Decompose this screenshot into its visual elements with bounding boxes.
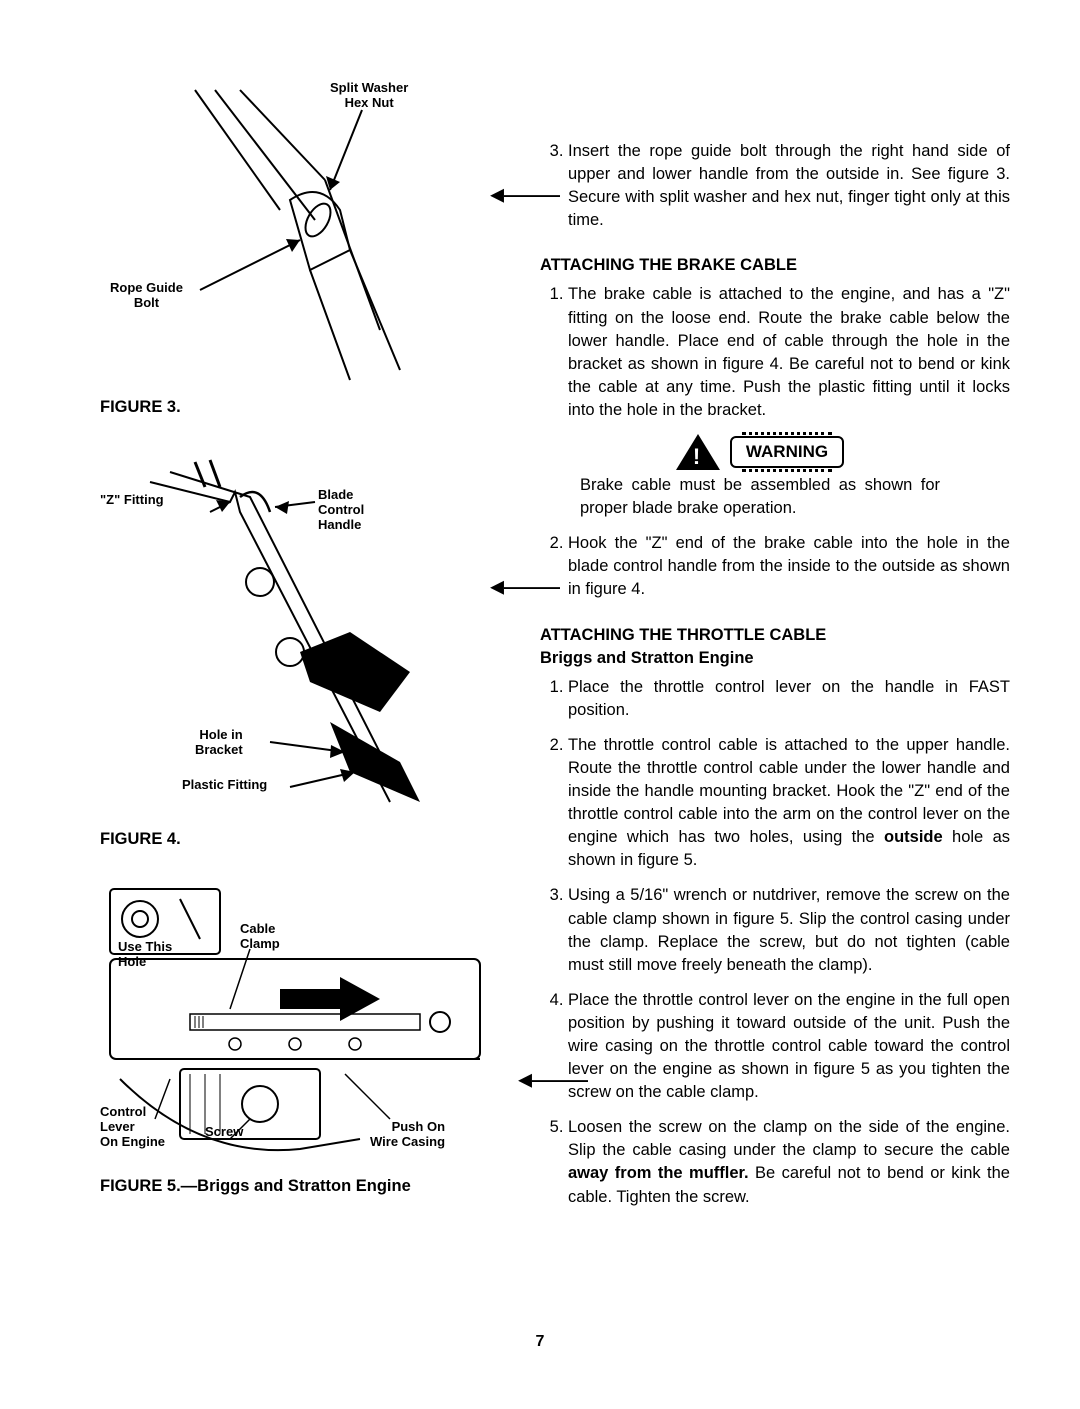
throttle-steps: Place the throttle control lever on the … [540,676,1010,1209]
figure-4: "Z" Fitting Blade Control Handle Hole in… [100,452,500,822]
figure-4-caption: FIGURE 4. [100,830,500,849]
figure-3-svg [100,80,500,390]
warning-text: Brake cable must be assembled as shown f… [580,474,940,520]
warning-triangle-icon [676,434,720,470]
figure-5: Use This Hole Cable Clamp Control Lever … [100,879,500,1169]
brake-heading: ATTACHING THE BRAKE CABLE [540,254,1010,277]
warning-label: WARNING [730,436,844,468]
intro-step-3: ◂—— Insert the rope guide bolt through t… [568,140,1010,232]
figure-3: Split Washer Hex Nut Rope Guide Bolt [100,80,500,390]
throttle-step-5: Loosen the screw on the clamp on the sid… [568,1116,1010,1208]
label-use-hole: Use This Hole [118,939,172,969]
warning-block: WARNING Brake cable must be assembled as… [580,434,940,520]
label-split-washer: Split Washer Hex Nut [330,80,408,110]
throttle-subheading: Briggs and Stratton Engine [540,647,1010,670]
figure-4-svg [100,452,500,822]
label-hole-bracket: Hole in Bracket [195,727,243,757]
label-blade-control: Blade Control Handle [318,487,364,532]
throttle-heading: ATTACHING THE THROTTLE CABLE [540,624,1010,647]
brake-step-2: ◂—— Hook the "Z" end of the brake cable … [568,532,1010,601]
page-number: 7 [0,1333,1080,1351]
figure-3-caption: FIGURE 3. [100,398,500,417]
throttle-step-3: Using a 5/16" wrench or nutdriver, remov… [568,884,1010,976]
label-control-lever: Control Lever On Engine [100,1104,165,1149]
throttle-step-1: Place the throttle control lever on the … [568,676,1010,722]
label-plastic-fitting: Plastic Fitting [182,777,267,792]
throttle-step-4: ◂——Place the throttle control lever on t… [568,989,1010,1104]
label-screw: Screw [205,1124,243,1139]
label-rope-guide: Rope Guide Bolt [110,280,183,310]
throttle-step-2: The throttle control cable is attached t… [568,734,1010,873]
label-push-on: Push On Wire Casing [370,1119,445,1149]
label-cable-clamp: Cable Clamp [240,921,280,951]
figure-5-caption: FIGURE 5.—Briggs and Stratton Engine [100,1177,500,1196]
label-z-fitting: "Z" Fitting [100,492,164,507]
brake-step-1: The brake cable is attached to the engin… [568,283,1010,422]
left-column: Split Washer Hex Nut Rope Guide Bolt FIG… [100,80,500,1221]
right-column: ◂—— Insert the rope guide bolt through t… [540,80,1010,1221]
